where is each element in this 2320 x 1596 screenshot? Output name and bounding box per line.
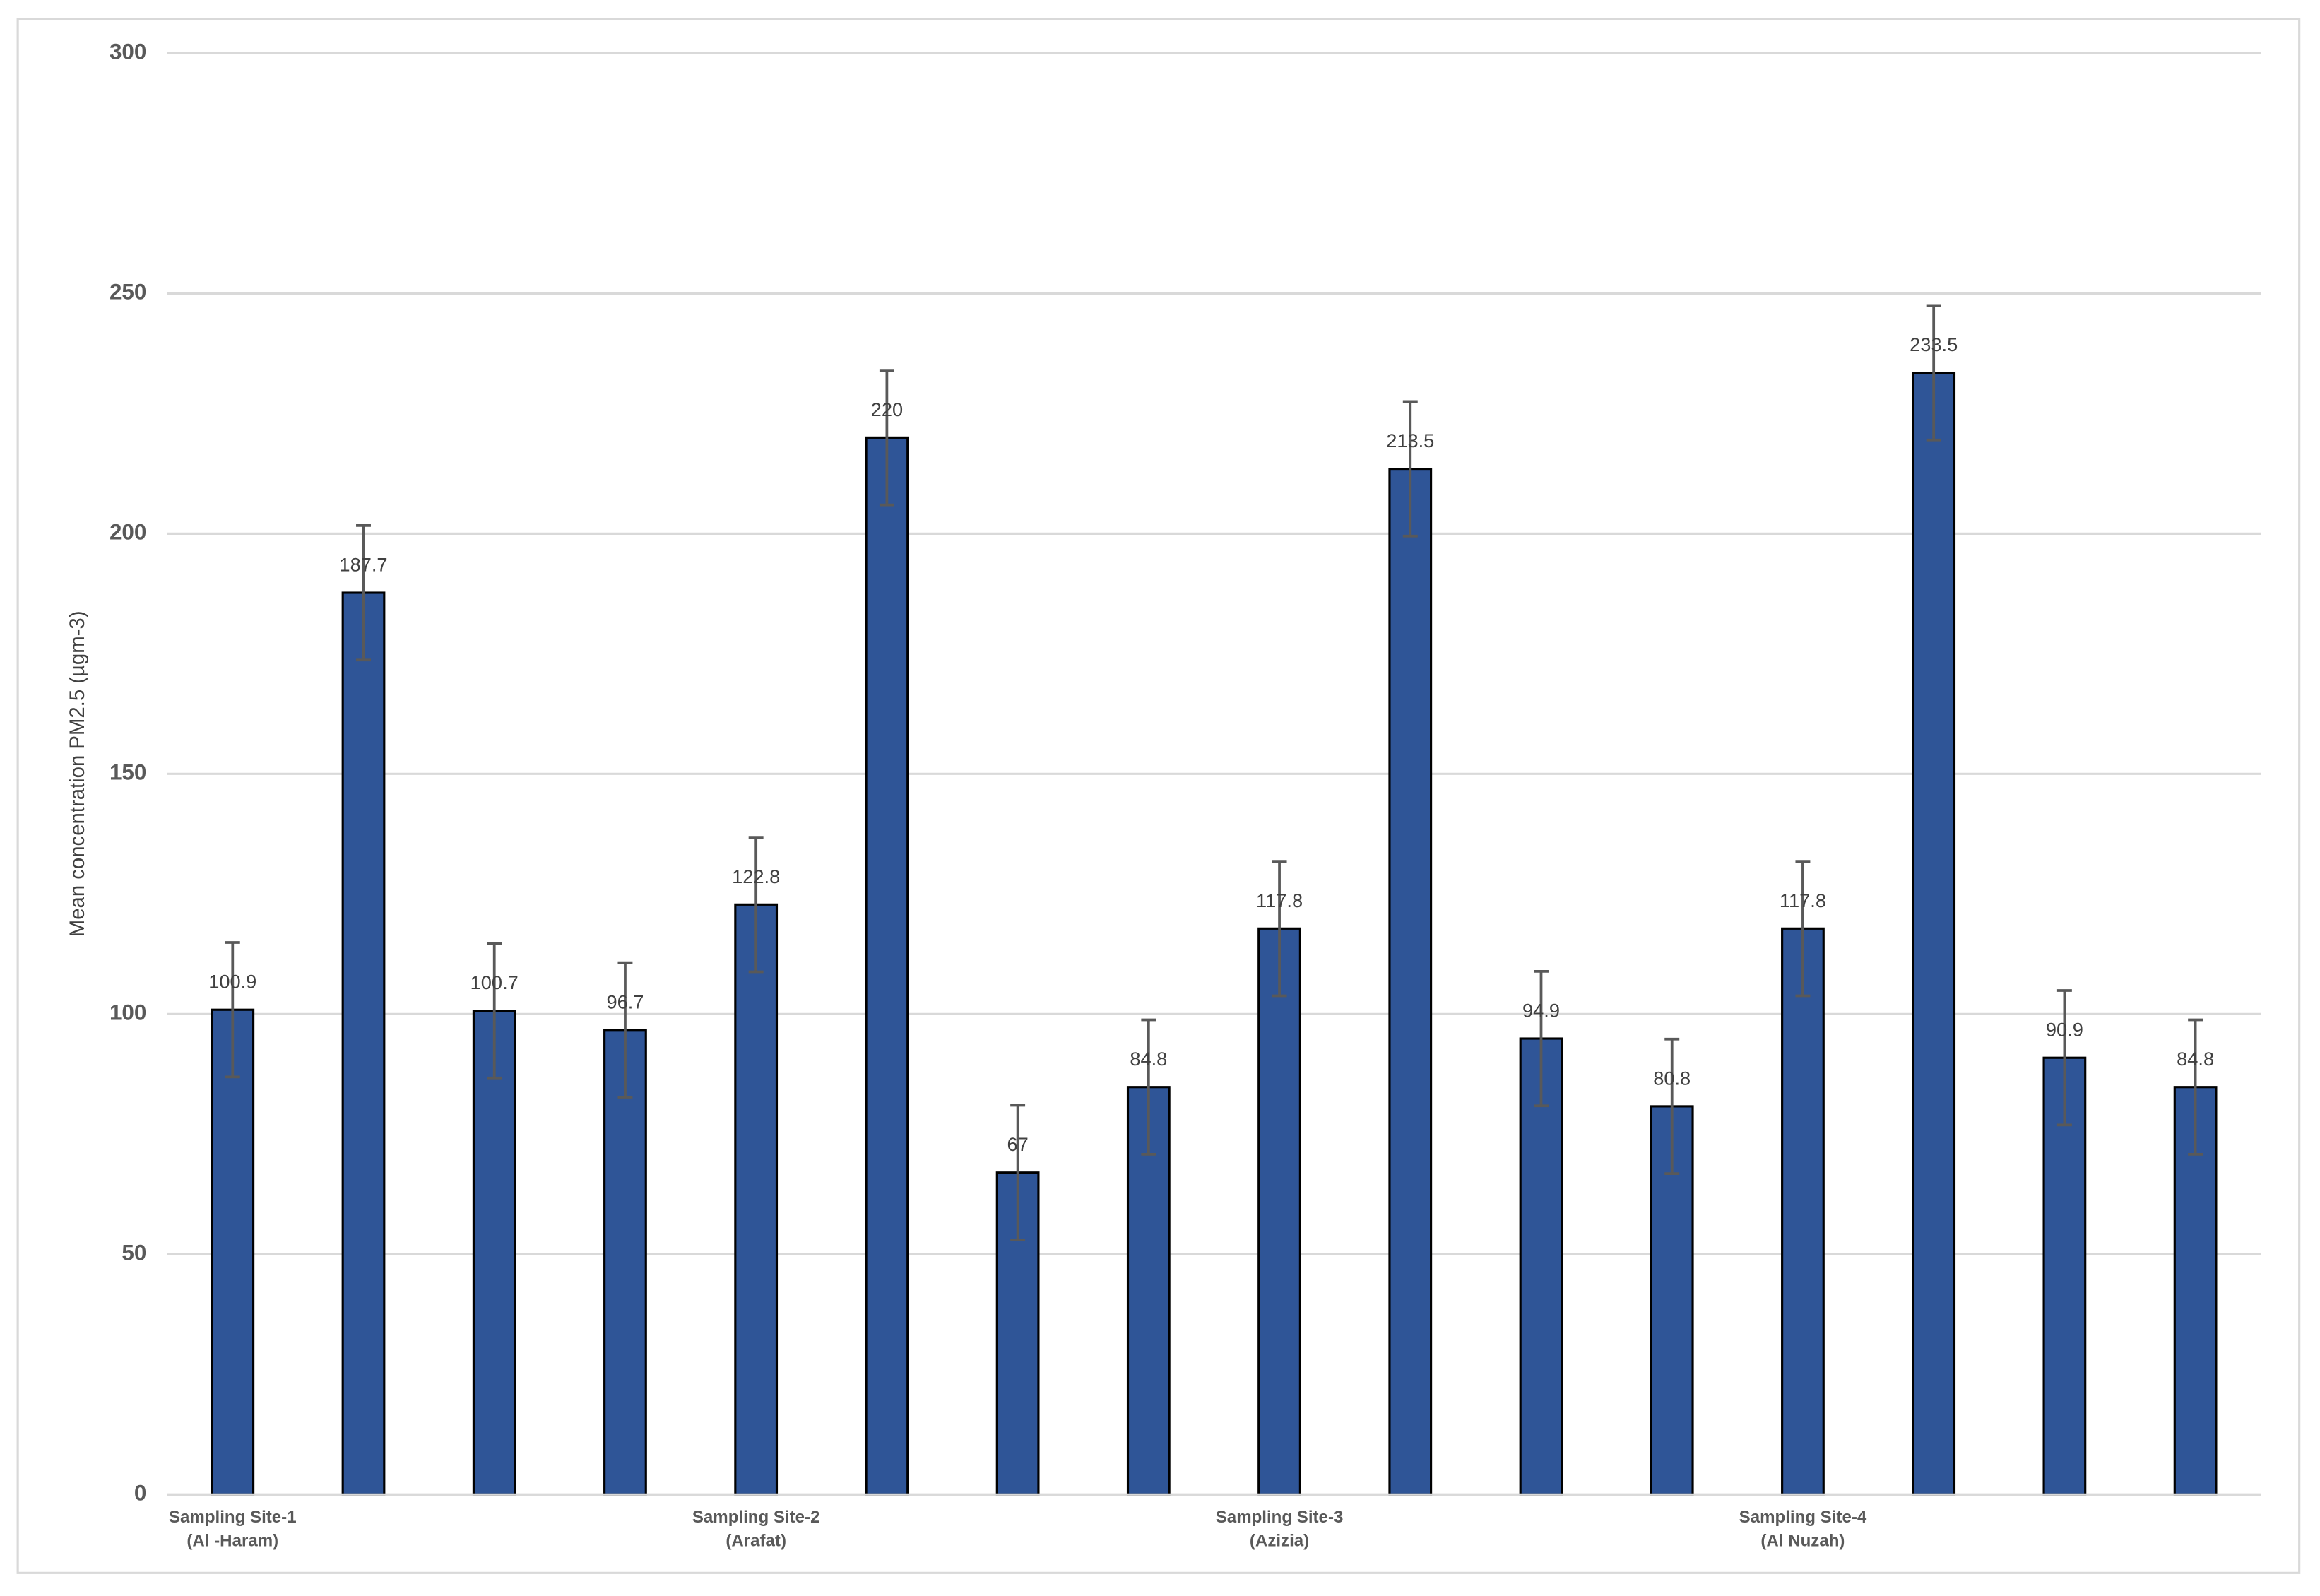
data-label: 117.8 bbox=[1780, 889, 1826, 911]
error-bar bbox=[1926, 304, 1941, 442]
x-tick-label: Sampling Site-1 (Al -Haram) bbox=[169, 1508, 297, 1551]
data-label: 122.8 bbox=[732, 865, 780, 887]
data-label: 84.8 bbox=[2177, 1048, 2214, 1070]
data-label: 187.7 bbox=[339, 553, 387, 575]
x-tick-label-line: Sampling Site-4 bbox=[1739, 1508, 1867, 1527]
data-label: 117.8 bbox=[1256, 889, 1303, 911]
x-tick-label-line: (Al -Haram) bbox=[187, 1532, 278, 1551]
error-bar bbox=[748, 836, 764, 974]
x-tick-label-line: Sampling Site-3 bbox=[1216, 1508, 1344, 1527]
bar bbox=[341, 591, 386, 1496]
data-label: 96.7 bbox=[606, 991, 644, 1012]
error-bar bbox=[2188, 1018, 2203, 1156]
bar bbox=[211, 1008, 255, 1496]
data-label: 220 bbox=[871, 398, 903, 420]
data-label: 80.8 bbox=[1653, 1067, 1691, 1089]
error-bar bbox=[487, 942, 502, 1080]
error-bar bbox=[1272, 860, 1287, 998]
bar bbox=[1781, 927, 1825, 1496]
bar bbox=[734, 903, 779, 1496]
error-bar bbox=[1795, 860, 1811, 998]
y-tick-label: 150 bbox=[110, 760, 146, 785]
bar bbox=[1257, 927, 1301, 1496]
x-tick-label-line: Sampling Site-2 bbox=[692, 1508, 820, 1527]
data-label: 67 bbox=[1007, 1133, 1028, 1155]
data-label: 213.5 bbox=[1386, 430, 1434, 451]
error-bar bbox=[1141, 1018, 1156, 1156]
error-bar bbox=[225, 941, 240, 1079]
x-tick-label: Sampling Site-2 (Arafat) bbox=[692, 1508, 820, 1551]
data-label: 94.9 bbox=[1522, 1000, 1560, 1022]
data-label: 100.9 bbox=[208, 971, 256, 993]
x-tick-label-line: (Arafat) bbox=[726, 1532, 786, 1551]
x-tick-label: Sampling Site-3 (Azizia) bbox=[1216, 1508, 1344, 1551]
y-tick-label: 0 bbox=[134, 1481, 146, 1506]
data-label: 90.9 bbox=[2046, 1019, 2083, 1041]
error-bar bbox=[356, 524, 371, 662]
y-tick-label: 100 bbox=[110, 1000, 146, 1025]
bar bbox=[865, 436, 909, 1496]
y-tick-label: 250 bbox=[110, 280, 146, 305]
bar bbox=[1388, 468, 1433, 1496]
data-label: 100.7 bbox=[470, 971, 519, 993]
y-tick-label: 50 bbox=[122, 1241, 146, 1265]
x-tick-label-line: Sampling Site-1 bbox=[169, 1508, 297, 1527]
bar bbox=[1912, 372, 1956, 1496]
bar bbox=[2042, 1056, 2087, 1496]
bar bbox=[603, 1029, 647, 1496]
error-bar bbox=[617, 961, 633, 1099]
error-bar bbox=[1534, 969, 1549, 1108]
x-tick-label-line: (Azizia) bbox=[1250, 1532, 1309, 1551]
x-tick-label: Sampling Site-4 (Al Nuzah) bbox=[1739, 1508, 1867, 1551]
x-tick-label-line: (Al Nuzah) bbox=[1760, 1532, 1845, 1551]
error-bar bbox=[2056, 989, 2072, 1127]
bar bbox=[1519, 1037, 1563, 1496]
y-axis-label: Mean concentration PM2.5 (µgm-3) bbox=[66, 611, 89, 938]
error-bar bbox=[1664, 1037, 1680, 1175]
y-tick-label: 200 bbox=[110, 520, 146, 545]
data-label: 84.8 bbox=[1130, 1048, 1167, 1070]
y-tick-label: 300 bbox=[110, 40, 146, 64]
bar bbox=[472, 1010, 516, 1496]
error-bar bbox=[879, 369, 894, 507]
data-label: 233.5 bbox=[1910, 333, 1958, 355]
error-bar bbox=[1010, 1104, 1026, 1241]
error-bar bbox=[1402, 400, 1418, 538]
